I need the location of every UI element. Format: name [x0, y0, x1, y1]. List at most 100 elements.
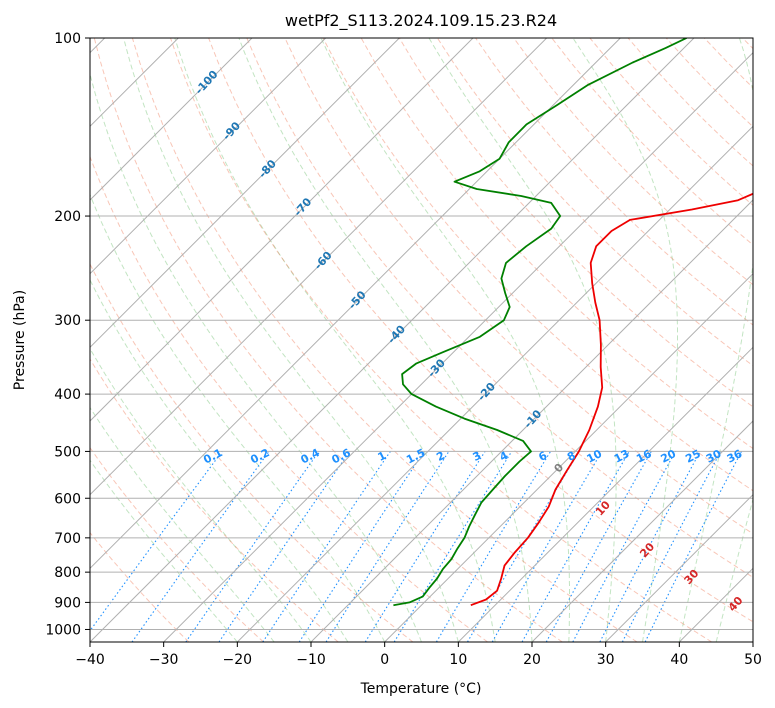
dry-adiabat [589, 38, 753, 206]
mixing-ratio-line [298, 451, 425, 642]
moist-adiabat [752, 640, 753, 642]
y-tick-label: 800 [54, 565, 81, 581]
moist-adiabat [320, 38, 570, 642]
mixing-ratio-label: 1.5 [404, 446, 427, 466]
dry-adiabat-label: -90 [220, 119, 243, 143]
dry-adiabat [246, 38, 753, 578]
mixing-ratio-line [325, 451, 450, 642]
dry-adiabat [131, 38, 638, 642]
mixing-ratio-label: 16 [634, 447, 654, 466]
y-tick-label: 300 [54, 313, 81, 329]
isotherm [384, 272, 753, 642]
isotherm [605, 493, 753, 642]
moist-adiabat [123, 38, 459, 642]
isotherm [678, 567, 753, 642]
dry-adiabat-label: -20 [475, 380, 498, 404]
mixing-ratio-label: 25 [683, 447, 703, 466]
isotherm [531, 420, 753, 642]
mixing-ratio-label: 0.4 [299, 446, 323, 467]
moist-adiabat [90, 193, 386, 642]
dry-adiabat [90, 358, 339, 642]
isotherm [163, 51, 753, 642]
moist-adiabat [90, 347, 312, 642]
mixing-ratio-label: 20 [659, 447, 679, 466]
moist-adiabat [174, 38, 496, 642]
isotherm [752, 641, 753, 642]
isotherm [310, 199, 753, 642]
plot-frame [89, 37, 754, 643]
y-tick-label: 400 [54, 387, 81, 403]
mixing-ratio-label: 36 [725, 447, 745, 466]
dry-adiabat-label: -30 [425, 356, 448, 380]
mixing-ratio-line [644, 451, 742, 642]
dry-adiabat [665, 38, 753, 128]
mixing-ratio-line [262, 451, 391, 642]
temperature-profile [470, 192, 753, 607]
dry-adiabat-label: -100 [193, 68, 221, 97]
y-tick-label: 600 [54, 491, 81, 507]
pressure-gridlines [90, 38, 753, 630]
y-tick-label: 500 [54, 444, 81, 460]
isotherm [90, 38, 327, 275]
moist-adiabat [715, 497, 753, 642]
mixing-ratio-line [467, 451, 580, 642]
dry-adiabat-label: -70 [291, 195, 314, 219]
dry-adiabat [90, 262, 414, 642]
mixing-ratio-line [218, 451, 351, 642]
dry-adiabat [208, 38, 753, 623]
mixing-ratio-line [90, 451, 223, 632]
mixing-ratio-label: 30 [704, 447, 724, 466]
dry-adiabat [322, 38, 753, 492]
isotherm [90, 38, 253, 201]
mixing-ratio-line [521, 451, 630, 642]
x-tick-label: −30 [149, 652, 179, 668]
dry-adiabat-label: -40 [385, 322, 408, 346]
moist-adiabat [678, 38, 753, 642]
moist-adiabat [90, 72, 422, 642]
x-tick-label: 20 [523, 652, 541, 668]
dry-adiabat [90, 446, 264, 642]
dry-adiabat [284, 38, 753, 535]
x-tick-label: −40 [75, 652, 105, 668]
dry-adiabat [475, 38, 753, 326]
dry-adiabat [742, 38, 753, 50]
mixing-ratio-line [435, 451, 552, 642]
mixing-ratio-label: 10 [585, 447, 605, 466]
x-axis: −40 −30 −20 −10 0 10 20 30 40 50 [75, 642, 762, 668]
mixing-ratio-label: 13 [612, 447, 632, 466]
isotherm [90, 38, 400, 349]
dry-adiabat [93, 38, 563, 642]
x-tick-label: 10 [449, 652, 467, 668]
moist-adiabat [428, 38, 617, 642]
isotherm [236, 125, 753, 642]
x-tick-label: −20 [223, 652, 253, 668]
y-tick-label: 1000 [45, 622, 81, 638]
dry-adiabat-label: -10 [521, 407, 544, 431]
moist-adiabat-label: 30 [682, 567, 702, 587]
y-axis-label: Pressure (hPa) [12, 290, 28, 390]
y-tick-label: 700 [54, 531, 81, 547]
dry-adiabat [513, 38, 753, 286]
x-tick-label: 30 [597, 652, 615, 668]
dry-adiabat [90, 155, 488, 642]
profiles [393, 38, 753, 607]
isotherm [90, 38, 621, 570]
isotherms [90, 38, 753, 642]
chart-title: wetPf2_S113.2024.109.15.23.R24 [285, 11, 557, 31]
x-tick-label: 40 [670, 652, 688, 668]
x-tick-label: −10 [296, 652, 326, 668]
isotherm [457, 346, 753, 642]
x-tick-label: 50 [744, 652, 762, 668]
dry-adiabat [436, 38, 753, 367]
plot-area: 0.1 0.2 0.4 0.6 1 1.5 2 3 4 6 8 10 13 16 20 25 30 36-100-… [90, 38, 753, 642]
mixing-ratio-label: 0.1 [201, 446, 224, 466]
y-axis: 1000 900 800 700 600 500 400 300 200 100 [45, 31, 90, 638]
moist-adiabat [90, 406, 275, 642]
y-tick-label: 900 [54, 595, 81, 611]
y-tick-label: 200 [54, 209, 81, 225]
isotherm [90, 38, 695, 642]
dry-adiabat-label: -60 [312, 249, 335, 273]
mixing-ratio-line [545, 451, 652, 642]
x-tick-label: 0 [380, 652, 389, 668]
